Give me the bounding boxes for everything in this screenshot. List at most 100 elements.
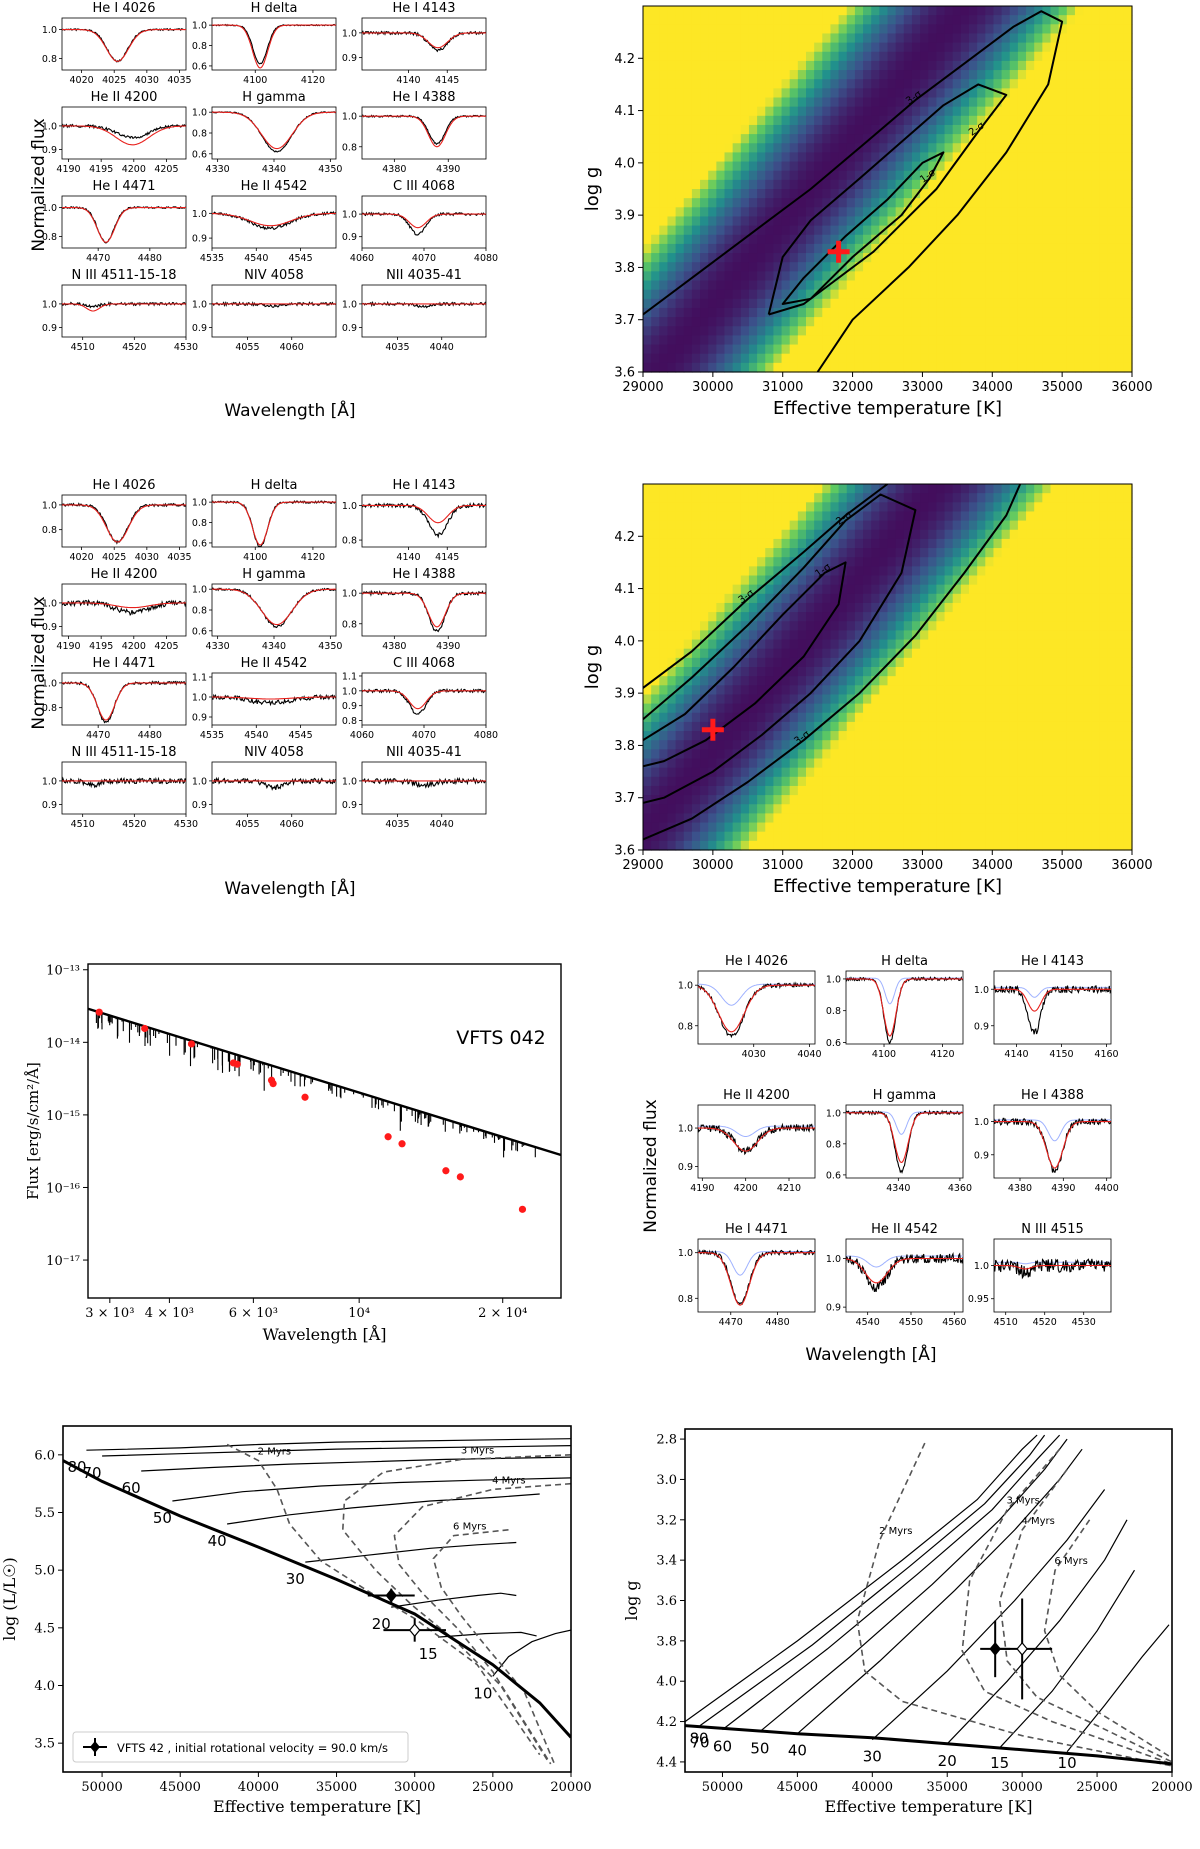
heatmap-cell bbox=[1123, 253, 1133, 263]
heatmap-cell bbox=[691, 639, 701, 650]
heatmap-cell bbox=[691, 280, 701, 291]
heatmap-cell bbox=[960, 621, 970, 631]
heatmap-cell bbox=[732, 721, 742, 732]
heatmap-cell bbox=[1026, 161, 1035, 172]
heatmap-cell bbox=[789, 767, 799, 778]
heatmap-cell bbox=[643, 822, 652, 833]
heatmap-cell bbox=[708, 557, 717, 567]
heatmap-cell bbox=[806, 648, 815, 659]
heatmap-cell bbox=[895, 152, 905, 163]
heatmap-cell bbox=[683, 731, 693, 741]
heatmap-cell bbox=[700, 667, 709, 677]
heatmap-cell bbox=[732, 621, 742, 631]
heatmap-cell bbox=[1091, 79, 1100, 89]
heatmap-cell bbox=[928, 262, 937, 272]
heatmap-cell bbox=[920, 234, 929, 245]
heatmap-cell bbox=[651, 24, 660, 35]
heatmap-cell bbox=[911, 15, 921, 25]
heatmap-cell bbox=[781, 326, 791, 336]
heatmap-cell bbox=[822, 134, 832, 144]
heatmap-cell bbox=[732, 694, 742, 705]
heatmap-cell bbox=[928, 538, 937, 549]
heatmap-cell bbox=[903, 575, 913, 586]
heatmap-cell bbox=[1001, 115, 1011, 126]
heatmap-cell bbox=[1026, 758, 1035, 769]
heatmap-cell bbox=[691, 657, 701, 668]
heatmap-cell bbox=[928, 584, 937, 595]
y-tick-label: 0.9 bbox=[342, 53, 357, 64]
heatmap-cell bbox=[740, 198, 750, 208]
heatmap-cell bbox=[830, 24, 840, 35]
heatmap-cell bbox=[895, 740, 905, 750]
heatmap-cell bbox=[960, 271, 970, 282]
heatmap-cell bbox=[969, 6, 978, 16]
heatmap-cell bbox=[985, 831, 995, 842]
heatmap-cell bbox=[667, 648, 677, 659]
heatmap-cell bbox=[700, 785, 709, 796]
heatmap-cell bbox=[773, 262, 783, 272]
panel-frame bbox=[61, 106, 187, 160]
heatmap-cell bbox=[871, 289, 880, 300]
heatmap-cell bbox=[748, 566, 758, 577]
heatmap-cell bbox=[1099, 280, 1109, 291]
heatmap-cell bbox=[969, 795, 978, 805]
heatmap-cell bbox=[700, 353, 709, 364]
heatmap-cell bbox=[1017, 280, 1027, 291]
heatmap-cell bbox=[895, 326, 905, 336]
heatmap-cell bbox=[838, 602, 848, 613]
heatmap-cell bbox=[781, 170, 791, 181]
heatmap-cell bbox=[1001, 271, 1011, 282]
heatmap-cell bbox=[781, 362, 791, 373]
heatmap-cell bbox=[879, 335, 889, 346]
heatmap-cell bbox=[871, 776, 880, 787]
heatmap-cell bbox=[944, 840, 954, 851]
heatmap-cell bbox=[895, 593, 905, 604]
heatmap-cell bbox=[830, 648, 840, 659]
heatmap-cell bbox=[716, 548, 726, 558]
heatmap-cell bbox=[748, 548, 758, 558]
heatmap-cell bbox=[1050, 822, 1060, 833]
heatmap-cell bbox=[854, 831, 864, 842]
heatmap-cell bbox=[691, 630, 701, 641]
heatmap-cell bbox=[757, 198, 766, 208]
panel-frame bbox=[61, 195, 187, 249]
heatmap-cell bbox=[797, 776, 807, 787]
heatmap-cell bbox=[887, 529, 897, 540]
heatmap-cell bbox=[846, 124, 856, 135]
heatmap-cell bbox=[920, 143, 929, 153]
heatmap-cell bbox=[969, 639, 978, 650]
heatmap-cell bbox=[765, 317, 774, 327]
heatmap-cell bbox=[806, 566, 815, 577]
heatmap-cell bbox=[911, 79, 921, 89]
heatmap-cell bbox=[691, 243, 701, 254]
heatmap-cell bbox=[797, 134, 807, 144]
heatmap-cell bbox=[659, 88, 669, 99]
heatmap-cell bbox=[1017, 520, 1027, 531]
heatmap-cell bbox=[1099, 161, 1109, 172]
heatmap-cell bbox=[757, 630, 766, 641]
heatmap-cell bbox=[977, 307, 986, 318]
heatmap-cell bbox=[675, 307, 685, 318]
heatmap-cell bbox=[1009, 548, 1019, 558]
heatmap-cell bbox=[691, 721, 701, 732]
heatmap-cell bbox=[724, 124, 734, 135]
heatmap-cell bbox=[895, 758, 905, 769]
heatmap-cell bbox=[822, 529, 832, 540]
heatmap-cell bbox=[838, 253, 848, 263]
heatmap-cell bbox=[903, 657, 913, 668]
heatmap-cell bbox=[985, 134, 995, 144]
heatmap-cell bbox=[846, 529, 856, 540]
heatmap-cell bbox=[683, 326, 693, 336]
heatmap-cell bbox=[1050, 630, 1060, 641]
heatmap-cell bbox=[643, 289, 652, 300]
heatmap-cell bbox=[789, 621, 799, 631]
heatmap-cell bbox=[716, 694, 726, 705]
heatmap-cell bbox=[716, 170, 726, 181]
heatmap-cell bbox=[1042, 493, 1052, 503]
heatmap-cell bbox=[814, 161, 823, 172]
heatmap-cell bbox=[838, 362, 848, 373]
heatmap-cell bbox=[838, 484, 848, 494]
heatmap-cell bbox=[1050, 804, 1060, 814]
heatmap-cell bbox=[797, 317, 807, 327]
heatmap-cell bbox=[1001, 648, 1011, 659]
